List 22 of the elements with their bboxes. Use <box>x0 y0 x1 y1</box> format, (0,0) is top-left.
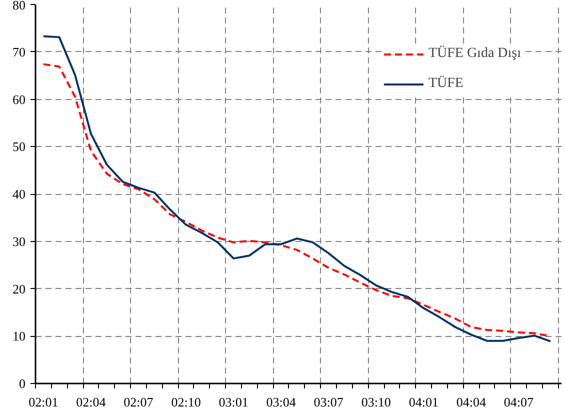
x-tick-label: 04:04 <box>456 394 486 410</box>
y-tick-label: 50 <box>12 139 26 154</box>
x-tick-label: 04:07 <box>504 394 534 410</box>
y-tick-label: 40 <box>12 186 26 202</box>
legend-label: TÜFE <box>428 76 464 92</box>
x-tick-label: 03:04 <box>266 394 296 410</box>
x-tick-label: 04:01 <box>408 394 438 410</box>
x-tick-label: 02:04 <box>76 394 106 410</box>
x-tick-label: 03:01 <box>218 394 248 410</box>
y-tick-label: 0 <box>19 376 26 391</box>
y-tick-label: 80 <box>12 0 26 12</box>
y-tick-label: 20 <box>12 281 26 296</box>
x-tick-label: 02:10 <box>171 394 201 410</box>
x-tick-label: 02:01 <box>28 394 58 410</box>
legend-label: TÜFE Gıda Dışı <box>428 46 521 62</box>
y-tick-label: 30 <box>12 234 26 249</box>
x-tick-label: 02:07 <box>124 394 154 410</box>
y-tick-label: 70 <box>12 44 26 60</box>
y-tick-label: 10 <box>12 328 26 344</box>
y-tick-label: 60 <box>12 92 26 107</box>
x-tick-label: 03:07 <box>314 394 344 410</box>
x-tick-label: 03:10 <box>361 394 391 410</box>
